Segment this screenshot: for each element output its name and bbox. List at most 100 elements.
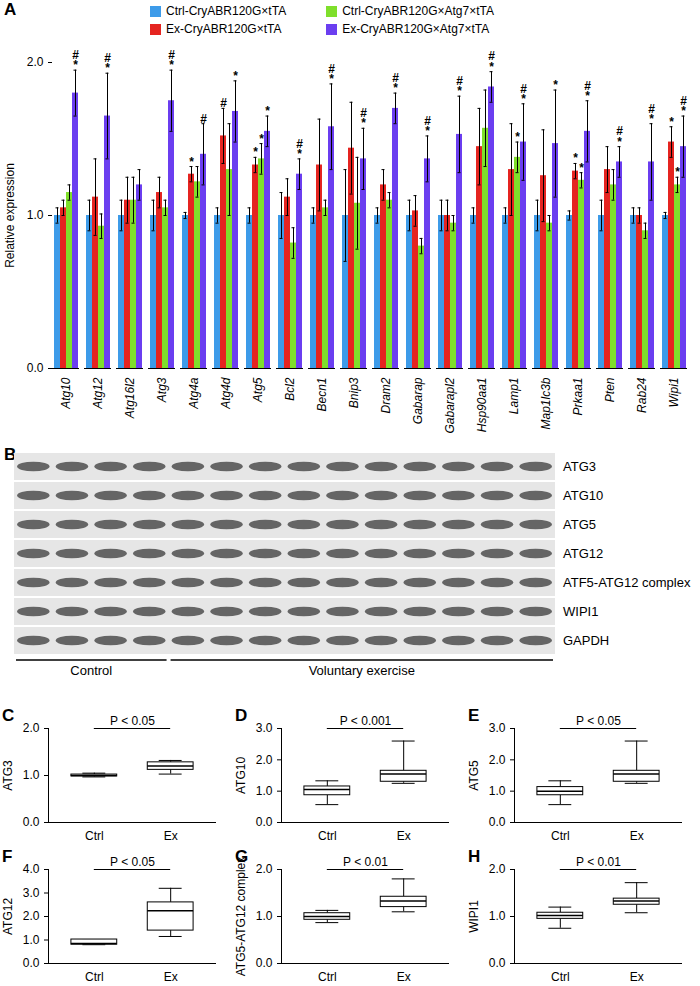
svg-text:Lamp1: Lamp1 <box>507 378 521 415</box>
svg-text:Hsp90aa1: Hsp90aa1 <box>475 378 489 433</box>
svg-text:Wipi1: Wipi1 <box>667 378 681 408</box>
svg-text:#: # <box>200 112 207 126</box>
svg-text:#*: #* <box>168 48 175 72</box>
svg-text:Gabarap: Gabarap <box>411 377 425 424</box>
svg-text:Ctrl: Ctrl <box>551 970 570 984</box>
svg-text:1.0: 1.0 <box>256 909 273 923</box>
svg-text:Bcl2: Bcl2 <box>283 377 297 401</box>
svg-text:Atg3: Atg3 <box>155 377 169 403</box>
svg-text:1.0: 1.0 <box>23 768 40 782</box>
svg-text:0.0: 0.0 <box>256 815 273 829</box>
svg-text:*: * <box>233 69 238 83</box>
svg-text:*: * <box>265 104 270 118</box>
svg-text:#*: #* <box>360 106 367 130</box>
svg-text:#*: #* <box>584 79 591 103</box>
svg-text:3.0: 3.0 <box>23 886 40 900</box>
svg-text:2.0: 2.0 <box>27 55 44 69</box>
svg-text:2.0: 2.0 <box>23 721 40 735</box>
svg-text:P < 0.01: P < 0.01 <box>343 855 388 869</box>
svg-text:Pten: Pten <box>603 377 617 402</box>
svg-text:*: * <box>259 132 264 146</box>
svg-text:4.0: 4.0 <box>23 862 40 876</box>
svg-text:*: * <box>573 151 578 165</box>
svg-text:WIPI1: WIPI1 <box>563 604 598 619</box>
svg-text:Atg12: Atg12 <box>91 377 105 410</box>
svg-text:*: * <box>669 115 674 129</box>
svg-text:ATG5-ATG12 complex: ATG5-ATG12 complex <box>234 857 248 977</box>
svg-text:#*: #* <box>72 48 79 72</box>
svg-text:ATG3: ATG3 <box>1 760 15 791</box>
svg-text:*: * <box>189 155 194 169</box>
svg-text:P < 0.05: P < 0.05 <box>110 855 155 869</box>
svg-text:ATG3: ATG3 <box>563 459 596 474</box>
svg-text:0.0: 0.0 <box>27 361 44 375</box>
svg-text:2.0: 2.0 <box>23 909 40 923</box>
svg-text:Prkaa1: Prkaa1 <box>571 378 585 416</box>
svg-text:Ex: Ex <box>630 970 644 984</box>
svg-text:*: * <box>579 161 584 175</box>
svg-text:0.0: 0.0 <box>23 956 40 970</box>
svg-text:#*: #* <box>328 62 335 86</box>
svg-text:Ctrl: Ctrl <box>85 970 104 984</box>
svg-text:2.0: 2.0 <box>489 753 506 767</box>
svg-text:ATG12: ATG12 <box>1 898 15 935</box>
svg-text:#*: #* <box>520 82 527 106</box>
svg-text:WIPI1: WIPI1 <box>467 900 481 933</box>
svg-text:ATG12: ATG12 <box>563 546 603 561</box>
svg-text:*: * <box>675 165 680 179</box>
svg-text:*: * <box>253 145 258 159</box>
svg-text:ATG5: ATG5 <box>563 517 596 532</box>
svg-text:*: * <box>553 78 558 92</box>
svg-text:GAPDH: GAPDH <box>563 633 609 648</box>
svg-text:2.0: 2.0 <box>256 862 273 876</box>
svg-text:Becn1: Becn1 <box>315 378 329 412</box>
svg-text:#*: #* <box>648 102 655 126</box>
svg-text:3.0: 3.0 <box>256 721 273 735</box>
svg-text:1.0: 1.0 <box>27 208 44 222</box>
svg-text:2.0: 2.0 <box>489 862 506 876</box>
svg-text:1.0: 1.0 <box>23 933 40 947</box>
svg-text:#*: #* <box>104 51 111 75</box>
svg-text:Bnip3: Bnip3 <box>347 377 361 408</box>
svg-text:P < 0.01: P < 0.01 <box>576 855 621 869</box>
svg-text:Ex: Ex <box>164 970 178 984</box>
svg-text:Ex: Ex <box>397 829 411 843</box>
svg-text:ATG10: ATG10 <box>234 757 248 794</box>
svg-text:*: * <box>515 130 520 144</box>
svg-text:Rab24: Rab24 <box>635 377 649 413</box>
svg-text:ATG5: ATG5 <box>467 760 481 791</box>
svg-text:Gabarapl2: Gabarapl2 <box>443 377 457 433</box>
svg-text:Map1lc3b: Map1lc3b <box>539 377 553 429</box>
svg-text:Ctrl: Ctrl <box>318 970 337 984</box>
svg-text:#*: #* <box>424 114 431 138</box>
svg-text:Atg5: Atg5 <box>251 377 265 403</box>
svg-text:ATG10: ATG10 <box>563 488 603 503</box>
svg-text:0.0: 0.0 <box>489 956 506 970</box>
svg-text:0.0: 0.0 <box>23 815 40 829</box>
svg-text:Ctrl: Ctrl <box>318 829 337 843</box>
svg-text:1.0: 1.0 <box>489 784 506 798</box>
svg-text:2.0: 2.0 <box>256 753 273 767</box>
svg-text:Atg4a: Atg4a <box>187 377 201 410</box>
svg-text:#*: #* <box>296 137 303 161</box>
svg-text:Ctrl: Ctrl <box>85 829 104 843</box>
svg-text:Atg10: Atg10 <box>59 377 73 410</box>
svg-text:Voluntary exercise: Voluntary exercise <box>309 663 415 678</box>
svg-text:#*: #* <box>456 74 463 98</box>
svg-text:#*: #* <box>488 49 495 73</box>
svg-text:Ex: Ex <box>397 970 411 984</box>
svg-text:1.0: 1.0 <box>256 784 273 798</box>
svg-text:Atg16l2: Atg16l2 <box>123 377 137 419</box>
svg-text:Ctrl: Ctrl <box>551 829 570 843</box>
svg-text:3.0: 3.0 <box>489 721 506 735</box>
svg-text:Ex: Ex <box>164 829 178 843</box>
svg-text:#: # <box>220 96 227 110</box>
svg-text:ATF5-ATG12 complex: ATF5-ATG12 complex <box>563 575 691 590</box>
svg-text:Relative expression: Relative expression <box>3 163 17 268</box>
svg-text:1.0: 1.0 <box>489 909 506 923</box>
svg-text:#*: #* <box>616 124 623 148</box>
svg-text:Ex: Ex <box>630 829 644 843</box>
svg-text:0.0: 0.0 <box>489 815 506 829</box>
svg-text:Atg4d: Atg4d <box>219 377 233 410</box>
svg-text:#*: #* <box>392 71 399 95</box>
